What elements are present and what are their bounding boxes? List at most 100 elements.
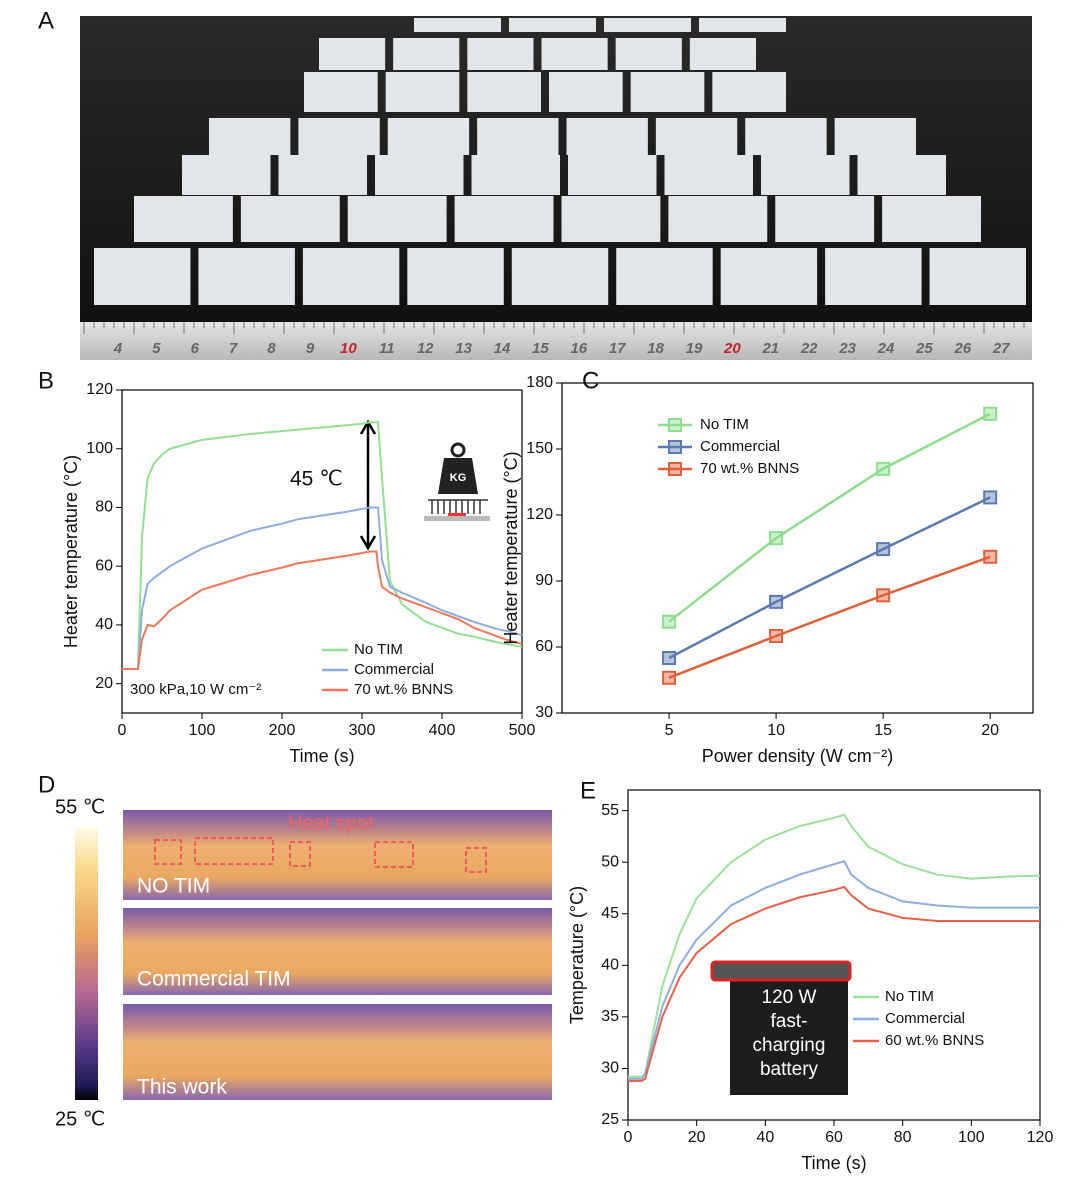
thermal-image: [123, 810, 552, 900]
ruler-label: 27: [992, 340, 1010, 357]
legend-label: 70 wt.% BNNS: [354, 681, 453, 698]
thermal-image: [123, 1004, 552, 1100]
weight-icon: KG: [359, 419, 490, 551]
image-caption: This work: [137, 1076, 227, 1099]
panel-label: C: [582, 367, 599, 394]
x-tick-label: 60: [825, 1129, 843, 1146]
marker: [662, 670, 677, 685]
annotation: 45 ℃: [290, 468, 343, 491]
svg-text:KG: KG: [450, 472, 467, 484]
y-tick-label: 50: [601, 853, 619, 870]
ruler-label: 20: [723, 340, 741, 357]
sheet: [414, 18, 501, 32]
ruler-label: 13: [455, 340, 472, 357]
scale-max: 55 ℃: [55, 796, 105, 818]
sheet: [454, 196, 554, 242]
ruler-label: 5: [152, 340, 161, 357]
sheet: [720, 248, 818, 305]
ruler-label: 15: [532, 340, 549, 357]
battery-image: [710, 960, 852, 1095]
sheet: [467, 38, 534, 70]
sheet: [298, 118, 380, 155]
ruler-label: 18: [647, 340, 664, 357]
x-tick-label: 15: [874, 722, 892, 739]
plot-frame: [121, 389, 523, 714]
sheet: [134, 196, 233, 242]
sheet: [477, 118, 559, 155]
marker: [662, 651, 677, 665]
sheet: [304, 72, 378, 112]
y-tick-label: 30: [601, 1060, 619, 1077]
sheet: [407, 248, 504, 305]
sheet: [834, 118, 916, 155]
sheet: [385, 72, 460, 112]
series-line: [122, 421, 523, 670]
sheet: [387, 118, 470, 155]
ruler-label: 16: [570, 340, 587, 357]
sheet: [278, 155, 367, 195]
sheet: [561, 196, 661, 242]
x-tick-label: 5: [665, 722, 674, 739]
sheet: [240, 196, 340, 242]
x-tick-label: 500: [509, 722, 536, 739]
x-tick-label: 40: [756, 1129, 774, 1146]
sheet: [699, 18, 786, 32]
sheet: [857, 155, 946, 195]
x-tick-label: 10: [767, 722, 785, 739]
sheet: [209, 118, 291, 155]
sheet: [745, 118, 827, 155]
scale-min: 25 ℃: [55, 1108, 105, 1130]
series-line: [668, 555, 991, 679]
ruler-label: 9: [306, 340, 315, 357]
x-tick-label: 0: [118, 722, 127, 739]
ruler-label: 25: [915, 340, 933, 357]
y-tick-label: 35: [601, 1008, 619, 1025]
y-tick-label: 30: [535, 704, 553, 721]
legend-label: Commercial: [700, 438, 780, 455]
marker: [662, 614, 677, 629]
sheet: [182, 155, 271, 195]
sheet: [712, 72, 786, 112]
legend-label: Commercial: [354, 661, 434, 678]
x-tick-label: 100: [189, 722, 216, 739]
thermal-panel: 55 ℃ 25 ℃ Heat spot NO TIM Commercial TI…: [55, 796, 552, 1130]
ruler-label: 6: [191, 340, 200, 357]
sheet: [615, 38, 682, 70]
x-tick-label: 100: [958, 1129, 985, 1146]
plot-frame: [561, 382, 1034, 714]
marker: [876, 461, 891, 476]
marker: [769, 594, 784, 609]
y-tick-label: 120: [526, 506, 553, 523]
y-tick-label: 150: [526, 440, 553, 457]
series-line: [628, 859, 1040, 1080]
sheet: [375, 155, 464, 195]
ruler-label: 17: [609, 340, 626, 357]
image-caption: Commercial TIM: [137, 968, 291, 991]
x-tick-label: 20: [688, 1129, 706, 1146]
ruler-label: 10: [340, 340, 357, 357]
ruler-label: 21: [761, 340, 779, 357]
sheet: [393, 38, 460, 70]
x-axis-label: Power density (W cm⁻²): [702, 746, 894, 766]
y-tick-label: 40: [95, 616, 113, 633]
marker: [876, 588, 891, 603]
sheet: [668, 196, 768, 242]
heat-spots: [154, 837, 487, 873]
legend-label: 70 wt.% BNNS: [700, 460, 799, 477]
y-tick-label: 120: [86, 381, 113, 398]
marker: [769, 629, 784, 643]
image-caption: NO TIM: [137, 875, 210, 898]
sheet: [655, 118, 738, 155]
marker: [876, 542, 891, 557]
sheet: [929, 248, 1026, 305]
sheet: [319, 38, 386, 70]
ruler-label: 8: [267, 340, 276, 357]
sheet: [566, 118, 648, 155]
legend-label: 60 wt.% BNNS: [885, 1032, 984, 1049]
ruler-label: 14: [494, 340, 511, 357]
legend-marker: [668, 462, 682, 476]
series-line: [122, 506, 523, 670]
sheet: [471, 155, 560, 195]
series-line: [668, 496, 991, 660]
y-tick-label: 45: [601, 905, 619, 922]
